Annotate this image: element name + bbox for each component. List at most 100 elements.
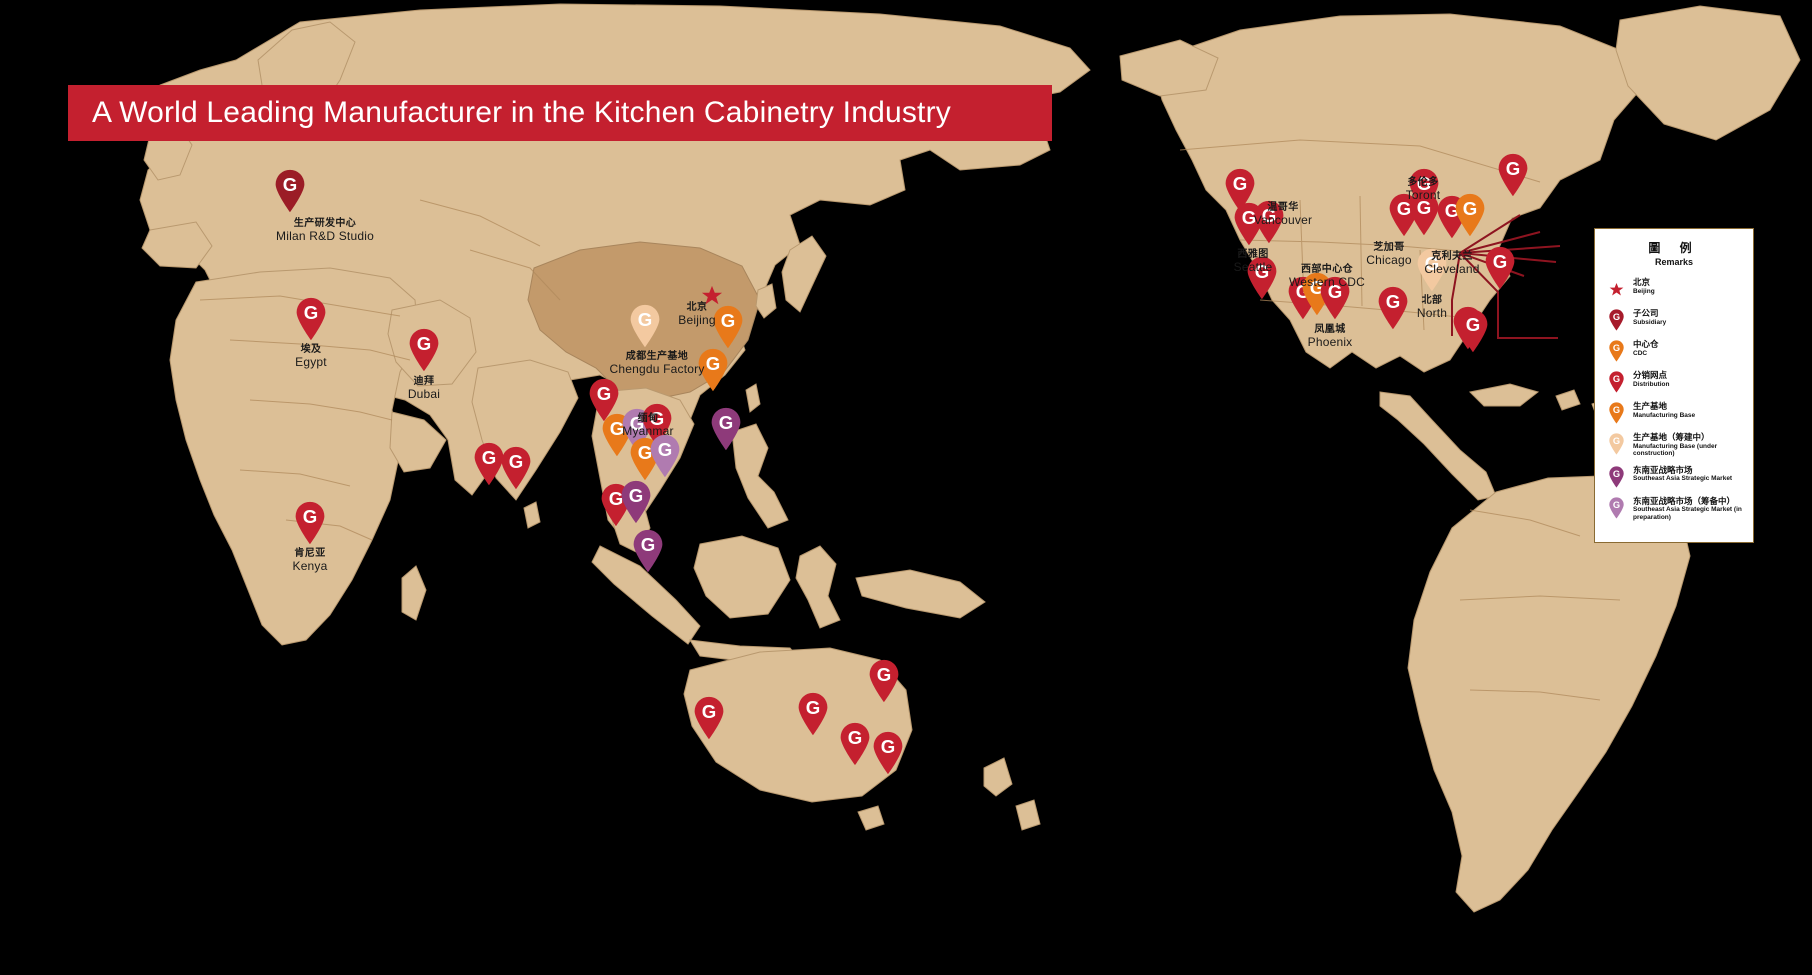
svg-text:G: G	[609, 488, 623, 509]
pin-phoenix[interactable]: G	[1318, 276, 1352, 320]
svg-text:G: G	[848, 727, 862, 748]
legend-label-en-4: Manufacturing Base	[1633, 411, 1696, 419]
svg-text:G: G	[1612, 343, 1619, 353]
svg-text:G: G	[1612, 436, 1619, 446]
legend-row-5: G 生产基地（筹建中） Manufacturing Base (under cons…	[1603, 432, 1745, 458]
pin-chengdu[interactable]: G	[628, 304, 662, 348]
central-america	[1379, 391, 1497, 501]
svg-text:G: G	[881, 736, 895, 757]
svg-text:G: G	[806, 697, 820, 718]
pin-chicago-2[interactable]: G	[1407, 192, 1441, 236]
map-pin-icon: G	[1603, 401, 1629, 425]
legend-header: 圖 例 Remarks	[1603, 239, 1745, 267]
pin-sydney[interactable]: G	[867, 659, 901, 703]
pin-myanmar[interactable]: G	[587, 378, 621, 422]
pin-india-south[interactable]: G	[499, 446, 533, 490]
alaska	[1119, 39, 1219, 97]
svg-text:G: G	[1233, 173, 1247, 194]
svg-text:G: G	[706, 353, 720, 374]
pin-cleveland-2[interactable]: G	[1453, 193, 1487, 237]
pin-caribbean[interactable]: G	[1456, 309, 1490, 353]
pin-laos[interactable]: G	[640, 403, 674, 447]
svg-text:G: G	[283, 174, 297, 195]
legend-label-en-3: Distribution	[1633, 380, 1670, 388]
svg-text:G: G	[1612, 500, 1619, 510]
legend-label-5: 生产基地（筹建中） Manufacturing Base (under const…	[1633, 432, 1745, 458]
map-pin-icon: G	[1603, 308, 1629, 332]
svg-text:G: G	[719, 412, 733, 433]
pin-adelaide[interactable]: G	[796, 692, 830, 736]
legend-title-en: Remarks	[1654, 257, 1694, 267]
pin-kenya[interactable]: G	[293, 501, 327, 545]
legend-items: 北京 Beijing G 子公司 Subsidiary G 中心仓 CDC G 分销网点 Distr…	[1603, 277, 1745, 521]
pin-egypt[interactable]: G	[294, 297, 328, 341]
pin-malaysia-2[interactable]: G	[619, 480, 653, 524]
pin-east-cn-1[interactable]: G	[711, 305, 745, 349]
pin-brisbane[interactable]: G	[871, 731, 905, 775]
svg-text:G: G	[1425, 253, 1439, 274]
pin-vietnam-2[interactable]: G	[648, 434, 682, 478]
pin-melbourne[interactable]: G	[838, 722, 872, 766]
korea	[755, 283, 777, 319]
map-pin-icon: G	[1603, 370, 1629, 394]
pin-vancouver[interactable]: G	[1223, 168, 1257, 212]
legend-label-1: 子公司 Subsidiary	[1633, 308, 1666, 326]
legend-label-cn-0: 北京	[1633, 277, 1651, 287]
pin-losangeles[interactable]: G	[1245, 256, 1279, 300]
svg-text:G: G	[304, 302, 318, 323]
svg-text:G: G	[1612, 374, 1619, 384]
svg-text:G: G	[721, 310, 735, 331]
legend-label-cn-7: 东南亚战略市场（筹备中）	[1633, 495, 1736, 506]
svg-text:G: G	[1445, 200, 1459, 221]
svg-text:G: G	[1397, 198, 1411, 219]
legend-row-4: G 生产基地 Manufacturing Base	[1603, 401, 1745, 425]
pin-dubai[interactable]: G	[407, 328, 441, 372]
legend-label-3: 分销网点 Distribution	[1633, 370, 1669, 388]
pin-milan[interactable]: G	[273, 169, 307, 213]
svg-text:G: G	[702, 701, 716, 722]
svg-text:G: G	[638, 309, 652, 330]
map-pin-icon: G	[1603, 432, 1629, 456]
legend-label-en-1: Subsidiary	[1633, 318, 1667, 326]
svg-text:G: G	[1386, 291, 1400, 312]
svg-text:G: G	[303, 506, 317, 527]
pin-texas[interactable]: G	[1376, 286, 1410, 330]
legend-label-cn-6: 东南亚战略市场	[1633, 464, 1693, 475]
taiwan	[745, 383, 761, 413]
svg-text:G: G	[1493, 251, 1507, 272]
sumatra	[591, 545, 701, 645]
legend-label-cn-2: 中心仓	[1633, 339, 1659, 349]
map-pin-icon: G	[1603, 465, 1629, 489]
svg-text:G: G	[1612, 469, 1619, 479]
svg-text:G: G	[1417, 197, 1431, 218]
legend-label-cn-5: 生产基地（筹建中）	[1633, 432, 1710, 442]
pin-east-coast[interactable]: G	[1483, 246, 1517, 290]
svg-text:G: G	[638, 442, 652, 463]
iberia	[141, 221, 213, 269]
pin-north-base[interactable]: G	[1415, 248, 1449, 292]
svg-text:G: G	[1466, 314, 1480, 335]
pin-toronto[interactable]: G	[1407, 168, 1441, 212]
pin-seattle-2[interactable]: G	[1252, 200, 1286, 244]
pin-perth[interactable]: G	[692, 696, 726, 740]
tasmania	[857, 805, 885, 831]
pin-newyork[interactable]: G	[1496, 153, 1530, 197]
svg-text:G: G	[1328, 281, 1342, 302]
pin-india-west[interactable]: G	[472, 442, 506, 486]
pin-indonesia[interactable]: G	[631, 529, 665, 573]
star-icon	[1603, 277, 1629, 301]
borneo	[693, 535, 791, 619]
horn-of-africa	[389, 411, 447, 473]
beijing-star	[701, 285, 723, 312]
philippines	[731, 423, 789, 529]
svg-text:G: G	[1255, 261, 1269, 282]
pin-east-cn-2[interactable]: G	[696, 348, 730, 392]
pin-philippines[interactable]: G	[709, 407, 743, 451]
svg-text:G: G	[1262, 205, 1276, 226]
svg-text:G: G	[1463, 198, 1477, 219]
madagascar	[401, 565, 427, 621]
svg-text:G: G	[1506, 158, 1520, 179]
legend-row-7: G 东南亚战略市场（筹备中） Southeast Asia Strategic Ma…	[1603, 496, 1745, 522]
